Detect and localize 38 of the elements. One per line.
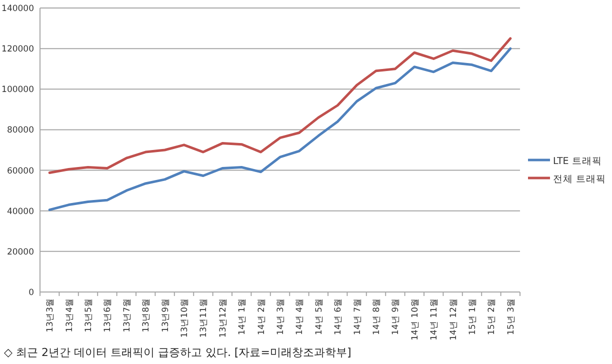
y-tick-label: 140000 <box>2 4 34 14</box>
x-tick-label: 14년 7월 <box>352 298 363 335</box>
y-tick-label: 20000 <box>6 247 34 258</box>
line-series <box>48 37 512 174</box>
x-tick-label: 14년 8월 <box>372 298 382 335</box>
x-tick-label: 13년12월 <box>218 298 228 338</box>
x-tick-label: 14년 1월 <box>238 298 248 335</box>
y-tick-label: 120000 <box>2 44 34 55</box>
text: ◇ 최근 2년간 데이터 트래픽이 급증하고 있다. [자료=미래창조과학부] <box>4 346 352 359</box>
y-tick-label: 80000 <box>6 126 34 136</box>
x-tick-label: 13년9월 <box>160 298 171 332</box>
line-series <box>48 47 512 212</box>
x-tick-label: 14년 11월 <box>430 298 440 340</box>
x-tick-label: 14년 2월 <box>256 298 267 335</box>
x-tick-label: 13년8월 <box>142 298 152 332</box>
x-tick-label: 15년 2월 <box>487 298 498 335</box>
x-tick-label: 14년 3월 <box>276 298 286 335</box>
x-tick-label: 14년 10월 <box>410 298 420 340</box>
x-tick-label: 14년 9월 <box>391 298 402 335</box>
x-tick-label: 13년11월 <box>199 298 210 338</box>
x-tick-label: 14년 6월 <box>334 298 344 335</box>
x-tick-label: 13년7월 <box>122 298 132 332</box>
legend-label: 전체 트래픽 <box>553 174 606 185</box>
x-tick-label: 13년6월 <box>103 298 114 332</box>
x-tick-label: 15년 3월 <box>506 298 516 335</box>
x-tick-label: 13년5월 <box>84 298 94 332</box>
x-tick-label: 14년 4월 <box>295 298 306 335</box>
x-tick-label: 13년4월 <box>64 298 75 332</box>
y-tick-label: 60000 <box>6 166 34 176</box>
x-tick-label: 13년3월 <box>46 298 56 332</box>
y-tick-label: 40000 <box>6 206 34 217</box>
legend-label: LTE 트래픽 <box>553 156 602 167</box>
y-tick-label: 100000 <box>2 85 34 96</box>
x-tick-label: 14년 5월 <box>314 298 324 335</box>
y-tick-label: 0 <box>28 288 34 298</box>
x-tick-label: 13년10월 <box>180 298 190 338</box>
x-tick-label: 15년 1월 <box>468 298 478 335</box>
x-tick-label: 14년 12월 <box>448 298 459 340</box>
